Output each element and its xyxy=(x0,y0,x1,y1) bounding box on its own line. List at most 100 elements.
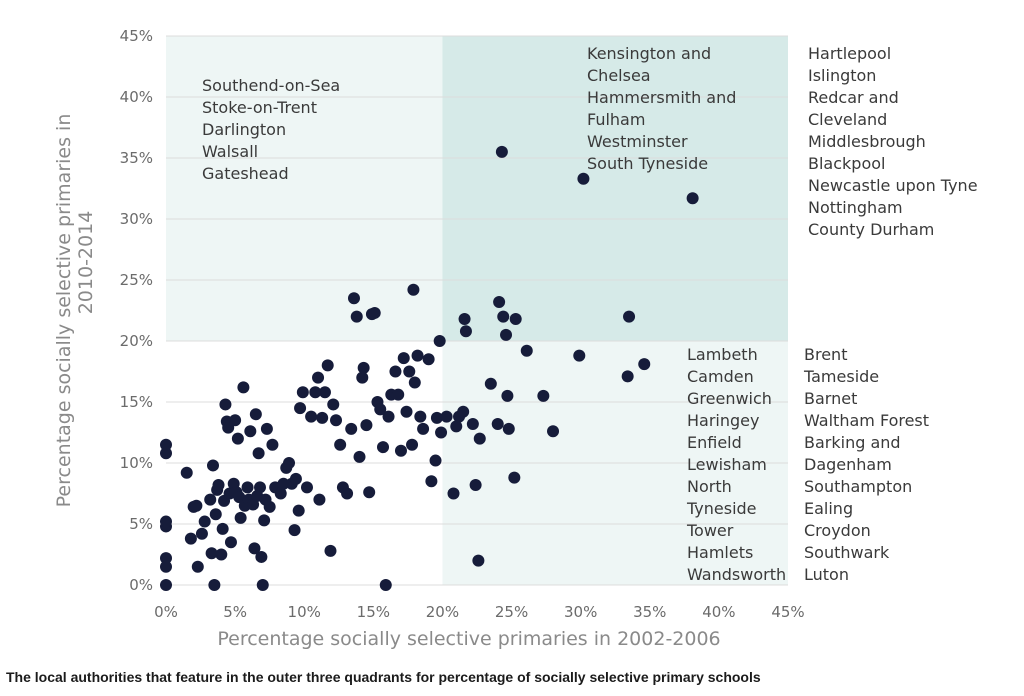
quadrant-label-bottom-right-col2: Brent xyxy=(804,345,847,364)
data-point xyxy=(190,499,203,512)
quadrant-label-bottom-right-col2: Tameside xyxy=(803,367,879,386)
data-point xyxy=(363,486,376,499)
data-point xyxy=(266,438,279,451)
data-point xyxy=(209,508,222,521)
data-point xyxy=(353,450,366,463)
data-point xyxy=(224,536,237,549)
data-point xyxy=(312,371,325,384)
quadrant-label-top-right-col1: Hammersmith and xyxy=(587,88,736,107)
data-point xyxy=(430,411,443,424)
quadrant-label-bottom-right-col2: Southampton xyxy=(804,477,912,496)
data-point xyxy=(198,515,211,528)
data-point xyxy=(327,398,340,411)
x-tick-label: 30% xyxy=(564,603,597,621)
data-point xyxy=(330,414,343,427)
data-point xyxy=(160,447,172,460)
quadrant-label-top-right-col1: Kensington and xyxy=(587,44,711,63)
data-point xyxy=(252,447,265,460)
data-point xyxy=(392,388,405,401)
quadrant-label-bottom-right-col2: Dagenham xyxy=(804,455,892,474)
data-point xyxy=(256,579,269,591)
quadrant-label-top-right-col2: Cleveland xyxy=(808,110,887,129)
data-point xyxy=(296,386,309,399)
data-point xyxy=(466,417,479,430)
data-point xyxy=(394,444,407,457)
data-point xyxy=(205,547,218,560)
data-point xyxy=(686,192,699,205)
quadrant-label-bottom-right-col2: Southwark xyxy=(804,543,890,562)
quadrant-label-top-right-col1: Westminster xyxy=(587,132,688,151)
data-point xyxy=(244,425,257,438)
data-point xyxy=(435,426,448,439)
data-point xyxy=(255,550,268,563)
x-tick-label: 20% xyxy=(426,603,459,621)
data-point xyxy=(274,487,287,500)
data-point xyxy=(417,422,430,435)
data-point xyxy=(316,411,329,424)
data-point xyxy=(379,579,392,591)
quadrant-label-top-right-col1: Chelsea xyxy=(587,66,651,85)
data-point xyxy=(422,353,435,366)
quadrant-label-bottom-right-col1: Hamlets xyxy=(687,543,753,562)
data-point xyxy=(180,466,193,479)
data-point xyxy=(195,527,208,540)
quadrant-label-top-right-col2: Redcar and xyxy=(808,88,899,107)
data-point xyxy=(253,481,266,494)
data-point xyxy=(191,560,204,573)
y-tick-label: 20% xyxy=(120,332,153,350)
data-point xyxy=(283,457,296,469)
data-point xyxy=(374,403,387,416)
data-point xyxy=(160,438,172,451)
data-point xyxy=(234,511,247,524)
quadrant-label-bottom-right-col1: Tower xyxy=(686,521,734,540)
data-point xyxy=(260,422,273,435)
data-point xyxy=(377,441,390,454)
data-point xyxy=(263,500,276,513)
quadrant-top-left xyxy=(166,36,443,341)
quadrant-label-bottom-right-col1: Lewisham xyxy=(687,455,767,474)
data-point xyxy=(458,313,471,326)
data-point xyxy=(403,365,416,378)
data-point xyxy=(408,376,421,389)
y-axis-title-line-1: Percentage socially selective primaries … xyxy=(53,114,75,508)
quadrant-label-top-right-col2: Middlesbrough xyxy=(808,132,926,151)
scatter-chart: 0% 5% 10% 15% 20% 25% 30% 35% 40% 45% 0% 5% 10% 15% 2… xyxy=(53,27,978,650)
data-point xyxy=(469,478,482,491)
data-point xyxy=(497,310,510,323)
data-point xyxy=(368,306,381,319)
data-point xyxy=(440,410,453,423)
y-tick-label: 45% xyxy=(120,27,153,45)
data-points xyxy=(160,145,699,591)
data-point xyxy=(537,389,550,402)
data-point xyxy=(425,475,438,488)
y-tick-label: 0% xyxy=(129,576,153,594)
data-point xyxy=(414,410,427,423)
data-point xyxy=(433,335,446,347)
quadrant-label-top-right-col2: Islington xyxy=(808,66,876,85)
x-tick-label: 10% xyxy=(288,603,321,621)
data-point xyxy=(160,560,172,573)
data-point xyxy=(447,487,460,500)
data-point xyxy=(508,471,521,484)
x-tick-label: 35% xyxy=(633,603,666,621)
data-point xyxy=(450,420,463,433)
quadrant-label-bottom-right-col1: Haringey xyxy=(687,411,759,430)
data-point xyxy=(502,422,515,435)
data-point xyxy=(277,477,290,490)
data-point xyxy=(212,478,225,491)
quadrant-label-bottom-right-col1: Lambeth xyxy=(687,345,758,364)
data-point xyxy=(249,408,262,421)
quadrant-label-top-right-col1: Fulham xyxy=(587,110,645,129)
data-point xyxy=(160,515,172,528)
data-point xyxy=(621,370,634,383)
x-tick-label: 40% xyxy=(702,603,735,621)
y-tick-label: 40% xyxy=(120,88,153,106)
data-point xyxy=(638,358,651,371)
data-point xyxy=(411,349,424,362)
data-point xyxy=(216,522,229,535)
data-point xyxy=(484,377,497,390)
data-point xyxy=(406,438,419,451)
quadrant-label-top-left: Gateshead xyxy=(202,164,289,183)
data-point xyxy=(459,325,472,338)
data-point xyxy=(233,491,246,504)
